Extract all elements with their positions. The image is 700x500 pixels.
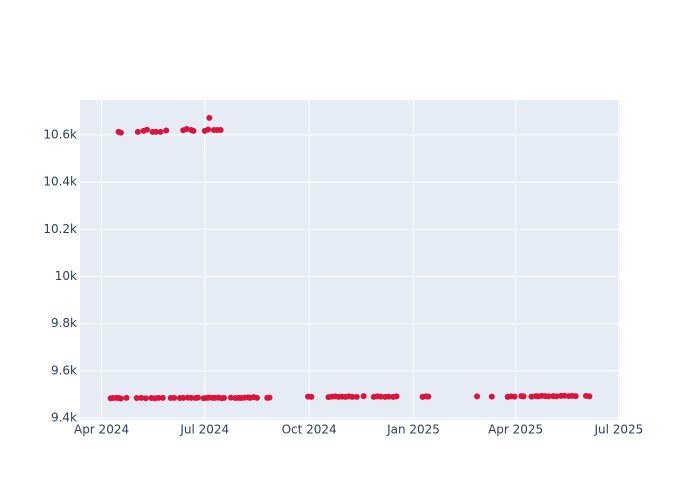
point (188, 394, 195, 401)
plot-area (80, 100, 620, 420)
point (159, 394, 166, 401)
x-tick-label: Jul 2024 (179, 423, 229, 437)
point (561, 392, 568, 399)
point (138, 394, 145, 401)
point (153, 128, 160, 135)
point (205, 126, 212, 133)
point (349, 393, 356, 400)
x-tick-label: Apr 2024 (74, 423, 129, 437)
point (227, 394, 234, 401)
point (155, 394, 162, 401)
x-tick-label: Apr 2025 (488, 423, 543, 437)
point (425, 393, 432, 400)
point (528, 393, 535, 400)
y-tick-label: 10k (55, 269, 77, 283)
y-tick-label: 9.4k (51, 411, 77, 425)
point (385, 393, 392, 400)
point (353, 393, 360, 400)
point (308, 393, 315, 400)
point (142, 395, 149, 402)
point (553, 393, 560, 400)
point (393, 393, 400, 400)
point (253, 394, 260, 401)
x-tick-label: Oct 2024 (282, 423, 337, 437)
point (143, 126, 150, 133)
point (572, 393, 579, 400)
y-tick-label: 9.8k (51, 316, 77, 330)
point (221, 394, 228, 401)
point (474, 393, 481, 400)
point (117, 129, 124, 136)
point (488, 393, 495, 400)
y-tick-label: 10.4k (43, 175, 77, 189)
y-tick-label: 10.2k (43, 222, 77, 236)
point (163, 127, 170, 134)
x-tick-label: Jan 2025 (386, 423, 440, 437)
point (377, 393, 384, 400)
point (134, 128, 141, 135)
y-tick-label: 10.6k (43, 127, 77, 141)
point (511, 393, 518, 400)
y-tick-label: 9.6k (51, 363, 77, 377)
point (520, 393, 527, 400)
point (171, 394, 178, 401)
point (133, 395, 140, 402)
point (194, 394, 201, 401)
point (183, 126, 190, 133)
point (266, 394, 273, 401)
point (586, 393, 593, 400)
point (123, 394, 130, 401)
point (157, 128, 164, 135)
point (117, 395, 124, 402)
x-tick-label: Jul 2025 (593, 423, 643, 437)
point (206, 114, 213, 121)
point (180, 394, 187, 401)
point (217, 126, 224, 133)
point (190, 127, 197, 134)
point (360, 393, 367, 400)
point (545, 393, 552, 400)
